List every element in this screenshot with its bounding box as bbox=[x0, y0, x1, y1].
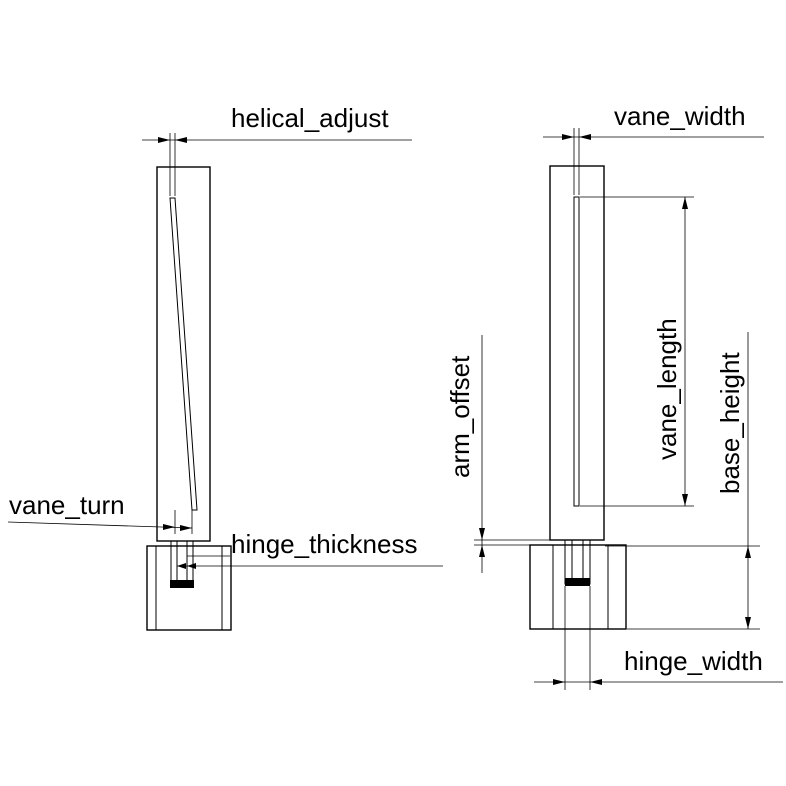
hinge-width-label: hinge_width bbox=[624, 646, 763, 676]
vane-length-label: vane_length bbox=[652, 318, 682, 460]
hinge-thickness-arrow-left bbox=[177, 563, 186, 569]
side-vane bbox=[573, 196, 580, 507]
hinge-thickness-label: hinge_thickness bbox=[231, 529, 417, 559]
arm-offset-arrow-top bbox=[479, 528, 485, 540]
front-hinge-pin bbox=[170, 580, 194, 588]
arm-offset-arrow-bottom bbox=[479, 545, 485, 557]
side-base-block bbox=[529, 544, 627, 630]
hinge-width-arrow-left bbox=[553, 679, 565, 685]
helical-adjust-label: helical_adjust bbox=[231, 103, 389, 133]
vane-turn-arrow-right bbox=[180, 525, 192, 531]
side-vane-body bbox=[549, 165, 605, 541]
vane-turn-label: vane_turn bbox=[9, 490, 125, 520]
front-vane-body bbox=[156, 166, 211, 542]
vane-width-label: vane_width bbox=[614, 101, 746, 131]
front-view: helical_adjust vane_turn hinge_thickness bbox=[7, 103, 443, 631]
hinge-thickness-arrow-right bbox=[187, 563, 196, 569]
front-helical-vane bbox=[169, 197, 198, 511]
side-hinge-pin bbox=[565, 578, 590, 586]
vane-length-arrow-top bbox=[682, 197, 688, 209]
hinge-width-arrow-right bbox=[590, 679, 602, 685]
vane-width-arrow-left bbox=[562, 134, 574, 140]
helical-adjust-arrow-right bbox=[175, 137, 187, 143]
vane-turn-arrow-left bbox=[163, 524, 175, 530]
base-height-arrow-top bbox=[745, 546, 751, 558]
helical-adjust-arrow-left bbox=[158, 137, 170, 143]
vane-width-arrow-right bbox=[579, 134, 591, 140]
vane-turn-dim-line bbox=[7, 521, 193, 529]
base-height-arrow-bottom bbox=[745, 617, 751, 629]
base-height-label: base_height bbox=[715, 352, 745, 494]
side-view: vane_width vane_length base_height arm_o… bbox=[445, 101, 783, 690]
vane-length-arrow-bottom bbox=[682, 494, 688, 506]
arm-offset-label: arm_offset bbox=[445, 355, 475, 478]
